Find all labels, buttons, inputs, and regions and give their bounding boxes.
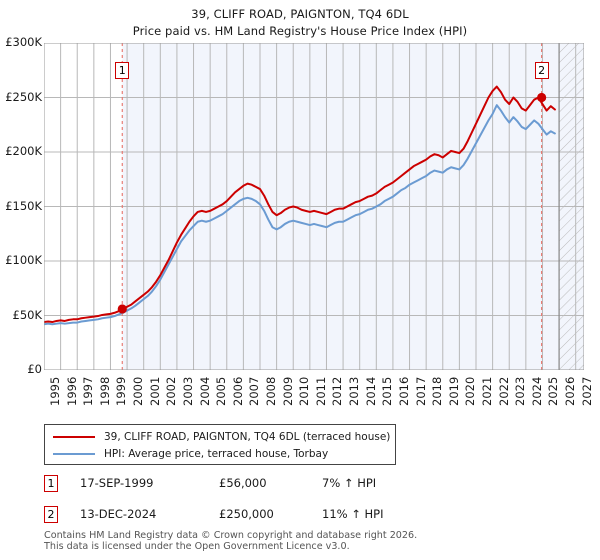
x-axis-tick: 2001 — [147, 376, 162, 406]
x-axis-tick: 2022 — [496, 376, 511, 406]
footer-line-licence: This data is licensed under the Open Gov… — [44, 541, 350, 552]
x-axis-tick: 2009 — [280, 376, 295, 406]
x-axis-tick: 2007 — [247, 376, 262, 406]
y-axis-tick: £300K — [5, 35, 42, 49]
legend-item-hpi: HPI: Average price, terraced house, Torb… — [45, 445, 395, 462]
legend-swatch-hpi — [53, 452, 95, 455]
y-axis-tick: £50K — [12, 307, 43, 322]
sale-hpi-delta: 11% ↑ HPI — [322, 507, 384, 521]
chart-annotation-badge[interactable]: 2 — [534, 62, 549, 79]
y-axis-tick: £250K — [5, 89, 42, 104]
x-axis-tick: 2021 — [480, 376, 494, 406]
x-axis-tick: 2015 — [380, 376, 395, 406]
footer-attribution: Contains HM Land Registry data © Crown c… — [44, 530, 584, 552]
legend-label-hpi: HPI: Average price, terraced house, Torb… — [104, 447, 329, 460]
x-axis-tick: 2008 — [264, 376, 278, 406]
title-block: 39, CLIFF ROAD, PAIGNTON, TQ4 6DL Price … — [0, 0, 600, 40]
page-subtitle: Price paid vs. HM Land Registry's House … — [132, 24, 468, 38]
x-axis-tick: 2011 — [313, 376, 328, 406]
legend-item-price-paid: 39, CLIFF ROAD, PAIGNTON, TQ4 6DL (terra… — [45, 428, 395, 445]
y-axis-tick: £100K — [5, 253, 42, 267]
x-axis-tick: 2027 — [579, 376, 594, 406]
x-axis-tick: 2016 — [396, 376, 411, 406]
x-axis-tick: 2005 — [214, 376, 229, 406]
chart-plot-area — [44, 43, 584, 370]
x-axis-tick: 2019 — [446, 376, 461, 406]
x-axis-tick: 2010 — [297, 376, 312, 406]
x-axis-tick: 2023 — [513, 376, 528, 406]
x-axis-tick: 1998 — [97, 376, 112, 406]
x-axis-tick: 2012 — [330, 376, 345, 406]
sale-date: 13-DEC-2024 — [80, 507, 157, 521]
chart-svg — [44, 43, 584, 370]
x-axis-tick: 2014 — [363, 376, 378, 406]
x-axis-tick: 2006 — [230, 376, 245, 406]
sale-row[interactable]: 2 13-DEC-2024 £250,000 11% ↑ HPI — [44, 505, 464, 523]
sale-badge: 2 — [44, 505, 58, 523]
x-axis-tick: 2017 — [413, 376, 428, 406]
x-axis-tick: 2004 — [197, 376, 212, 406]
footer-line-copyright: Contains HM Land Registry data © Crown c… — [44, 530, 418, 541]
x-axis-tick: 1995 — [48, 376, 62, 406]
sale-hpi-delta: 7% ↑ HPI — [322, 476, 377, 490]
x-axis-tick: 2026 — [563, 376, 578, 406]
x-axis-tick: 2013 — [347, 376, 362, 406]
chart-legend: 39, CLIFF ROAD, PAIGNTON, TQ4 6DL (terra… — [44, 424, 396, 465]
sale-date: 17-SEP-1999 — [80, 476, 154, 490]
sale-row[interactable]: 1 17-SEP-1999 £56,000 7% ↑ HPI — [44, 474, 464, 492]
x-axis-tick: 2020 — [463, 376, 478, 406]
x-axis-tick: 1996 — [64, 376, 79, 406]
x-axis-tick: 1997 — [81, 376, 96, 406]
legend-swatch-price-paid — [53, 435, 95, 438]
y-axis-tick: £150K — [5, 198, 42, 213]
sale-price: £56,000 — [219, 476, 267, 490]
x-axis-tick: 2025 — [546, 376, 561, 406]
x-axis-tick: 2024 — [529, 376, 544, 406]
legend-label-price-paid: 39, CLIFF ROAD, PAIGNTON, TQ4 6DL (terra… — [104, 430, 391, 443]
x-axis-tick: 2000 — [131, 376, 146, 406]
sale-badge: 1 — [44, 474, 58, 492]
x-axis-tick: 2003 — [180, 376, 195, 406]
sale-price: £250,000 — [219, 507, 274, 521]
x-axis-tick: 2018 — [430, 376, 445, 406]
x-axis-tick: 1999 — [114, 376, 129, 406]
chart-annotation-badge[interactable]: 1 — [115, 62, 130, 79]
y-axis-tick: £200K — [5, 144, 42, 158]
page-title: 39, CLIFF ROAD, PAIGNTON, TQ4 6DL — [191, 7, 409, 21]
y-axis-tick: £0 — [27, 362, 42, 376]
x-axis-tick: 2002 — [164, 376, 179, 406]
